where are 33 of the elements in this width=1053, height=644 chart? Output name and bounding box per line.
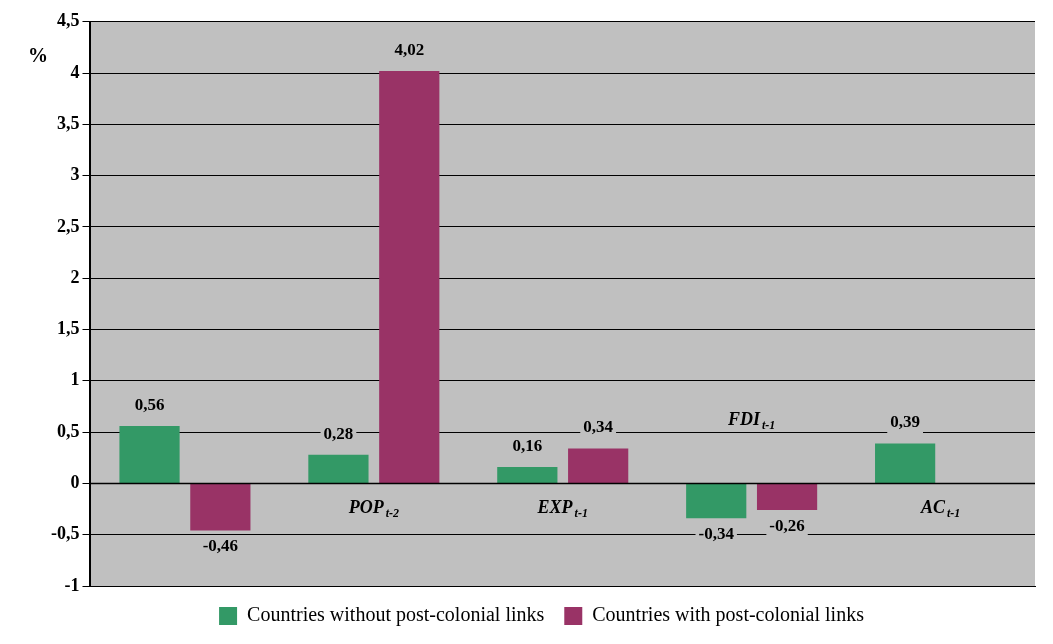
y-tick-label: -0,5 <box>50 523 80 544</box>
bar <box>379 71 440 483</box>
data-label: -0,34 <box>698 524 735 544</box>
bar <box>875 443 936 483</box>
bar <box>756 483 818 511</box>
y-tick-label: 3,5 <box>56 113 80 134</box>
y-tick-label: 1,5 <box>56 318 80 339</box>
y-tick-label: 4 <box>70 61 80 82</box>
y-tick-label: 1 <box>70 369 80 390</box>
y-axis-title: % <box>28 43 48 66</box>
bar <box>190 483 251 531</box>
legend-label: Countries without post-colonial links <box>247 603 545 627</box>
bar <box>497 467 558 483</box>
data-label: -0,46 <box>202 536 239 556</box>
data-label: -0,26 <box>769 515 805 535</box>
data-label: 4,02 <box>394 39 425 59</box>
data-label: 0,16 <box>512 435 543 455</box>
data-label: 0,39 <box>890 412 921 432</box>
y-tick-label: 4,5 <box>56 10 80 31</box>
bar <box>308 454 369 483</box>
bar <box>119 425 180 483</box>
y-tick-label: 2 <box>70 266 80 287</box>
bar <box>568 448 629 483</box>
y-tick-label: 0 <box>70 472 80 493</box>
y-tick-label: 2,5 <box>56 215 80 236</box>
data-label: 0,56 <box>134 394 165 414</box>
data-label: 0,34 <box>583 417 614 437</box>
bar <box>686 483 747 519</box>
y-tick-label: -1 <box>64 574 80 595</box>
y-tick-label: 3 <box>70 164 80 185</box>
y-tick-label: 0,5 <box>56 420 80 441</box>
legend-label: Countries with post-colonial links <box>592 603 865 627</box>
data-label: 0,28 <box>323 423 354 443</box>
